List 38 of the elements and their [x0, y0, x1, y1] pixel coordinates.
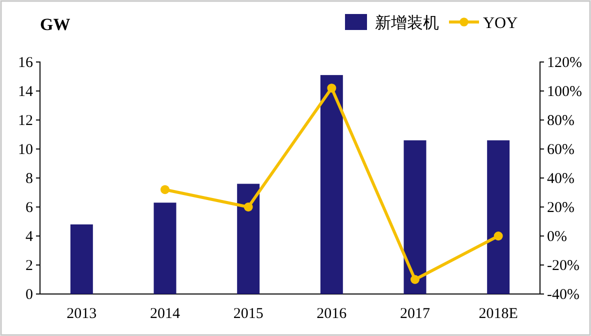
bar	[237, 184, 260, 294]
y-tick-label: 0	[26, 286, 33, 303]
y2-tick-label: 0%	[547, 228, 567, 245]
y2-tick-label: 80%	[547, 112, 574, 129]
y-tick-label: 6	[26, 200, 34, 216]
y-tick-label: 8	[26, 170, 33, 187]
y-tick-label: 2	[26, 258, 33, 274]
x-tick-label: 2013	[66, 306, 97, 322]
point	[327, 84, 336, 93]
point	[410, 275, 420, 284]
x-tick-label: 2015	[233, 306, 264, 322]
y2-tick-label: 40%	[547, 170, 574, 187]
y2-tick-label: 120%	[547, 54, 582, 71]
point	[494, 232, 503, 240]
x-tick-label: 2014	[150, 306, 180, 322]
bar	[404, 140, 426, 294]
point	[160, 185, 170, 194]
y-axis-title: GW	[40, 15, 70, 34]
x-tick-label: 2018E	[478, 306, 518, 322]
bar	[320, 75, 343, 294]
bar	[487, 140, 510, 294]
y2-tick-label: 20%	[547, 200, 574, 216]
y-tick-label: 4	[26, 228, 34, 245]
y-tick-label: 14	[18, 84, 34, 100]
legend-label: 新增装机	[375, 14, 439, 32]
point	[244, 202, 253, 212]
bar	[70, 224, 93, 294]
y2-tick-label: -40%	[547, 286, 580, 303]
bar	[154, 202, 176, 294]
legend-label: YOY	[483, 15, 518, 32]
x-tick-label: 2017	[400, 306, 430, 322]
y-tick-label: 16	[18, 54, 34, 71]
y2-tick-label: -20%	[547, 258, 580, 274]
y2-tick-label: 100%	[547, 84, 582, 100]
y2-tick-label: 60%	[547, 142, 574, 158]
y-tick-label: 12	[18, 112, 33, 129]
x-tick-label: 2016	[316, 306, 348, 322]
y-tick-label: 10	[18, 142, 33, 158]
